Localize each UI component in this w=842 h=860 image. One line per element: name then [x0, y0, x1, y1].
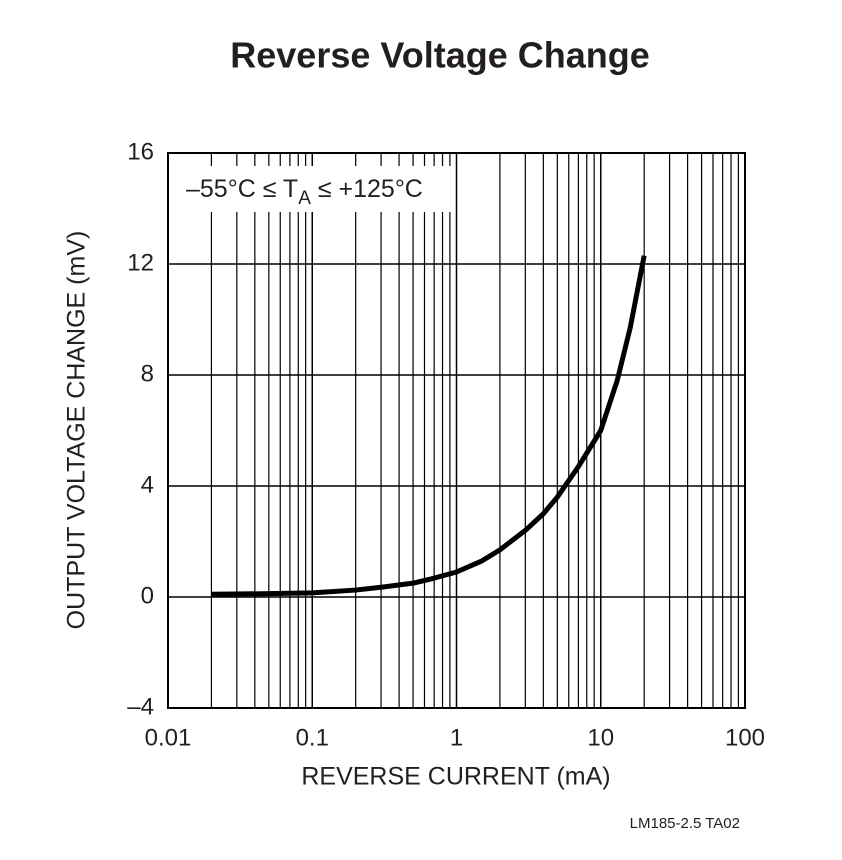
- annotation: –55°C ≤ TA ≤ +125°C: [186, 175, 423, 209]
- footnote: LM185-2.5 TA02: [630, 815, 740, 832]
- x-axis-label: REVERSE CURRENT (mA): [301, 763, 610, 791]
- y-tick-label: –4: [127, 693, 154, 720]
- y-tick-label: 16: [127, 138, 154, 165]
- annotation-box: [180, 166, 454, 212]
- y-tick-label: 8: [141, 360, 154, 387]
- line-series: [211, 255, 647, 597]
- annotation-text: –55°C ≤ T: [186, 175, 298, 203]
- x-tick-label: 1: [450, 724, 463, 751]
- x-tick-label: 100: [725, 724, 765, 751]
- y-axis-label: OUTPUT VOLTAGE CHANGE (mV): [63, 231, 91, 630]
- chart-title: Reverse Voltage Change: [230, 35, 649, 76]
- annotation-subscript: A: [298, 188, 311, 209]
- plot-frame: [167, 152, 746, 709]
- x-tick-label: 10: [587, 724, 614, 751]
- y-tick-label: 0: [141, 582, 154, 609]
- annotation-text-after: ≤ +125°C: [311, 175, 423, 203]
- y-tick-label: 12: [127, 249, 154, 276]
- x-tick-label: 0.1: [296, 724, 329, 751]
- x-tick-label: 0.01: [145, 724, 192, 751]
- y-tick-label: 4: [141, 471, 154, 498]
- grid: [167, 152, 746, 709]
